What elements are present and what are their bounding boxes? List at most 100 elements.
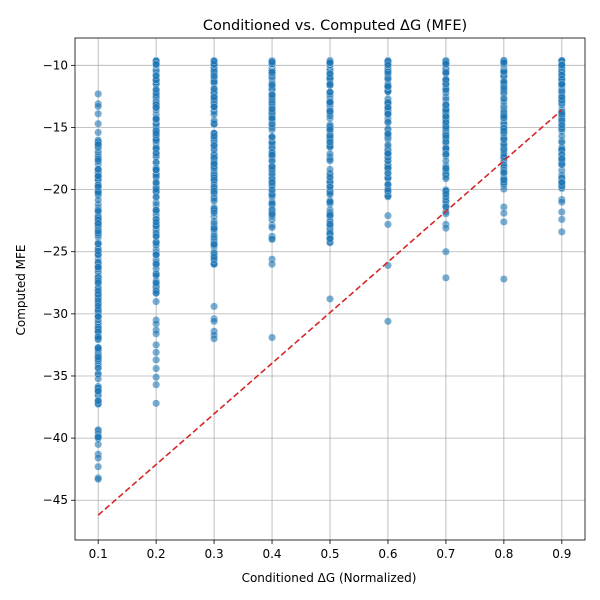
data-point: [326, 198, 334, 206]
data-point: [326, 125, 334, 134]
data-point: [152, 128, 161, 137]
data-point: [268, 68, 276, 77]
data-point: [94, 140, 103, 149]
data-point: [442, 273, 450, 282]
data-point: [442, 157, 450, 165]
data-point: [557, 61, 566, 70]
data-point: [210, 208, 218, 217]
data-point: [94, 102, 103, 111]
y-tick-label: −45: [43, 493, 68, 507]
data-point: [152, 251, 161, 259]
data-point: [94, 247, 103, 256]
reference-line: [97, 109, 563, 516]
data-point: [152, 184, 161, 193]
data-point: [94, 155, 103, 164]
data-point: [94, 333, 103, 342]
data-point: [499, 135, 508, 144]
data-point: [442, 131, 450, 140]
data-point: [94, 239, 103, 248]
data-point: [442, 247, 450, 256]
data-point: [499, 94, 508, 103]
data-point: [499, 218, 508, 226]
data-point: [442, 59, 450, 68]
data-point: [326, 88, 334, 97]
data-point: [152, 355, 161, 364]
data-point: [94, 343, 103, 352]
data-point: [384, 169, 392, 178]
data-point: [268, 210, 276, 218]
data-point: [210, 231, 218, 240]
data-point: [268, 105, 276, 114]
data-point: [152, 103, 161, 112]
data-point: [268, 333, 276, 342]
data-point: [557, 154, 566, 163]
x-tick-label: 0.3: [205, 547, 224, 561]
data-point: [210, 93, 218, 102]
y-tick-label: −10: [43, 58, 68, 72]
data-point: [210, 317, 218, 326]
y-tick-label: −40: [43, 431, 68, 445]
data-point: [94, 263, 103, 271]
data-point: [210, 84, 218, 93]
data-point: [94, 352, 103, 361]
data-point: [557, 132, 566, 140]
data-point: [94, 165, 103, 174]
data-point: [152, 380, 161, 389]
data-point: [210, 302, 218, 311]
data-point: [326, 149, 334, 158]
data-point: [94, 278, 103, 287]
data-point: [152, 60, 161, 69]
data-point: [557, 71, 566, 80]
data-point: [210, 197, 218, 206]
data-point: [557, 121, 566, 130]
data-point: [268, 132, 276, 141]
data-point: [94, 109, 103, 118]
data-point: [94, 90, 103, 98]
data-point: [384, 180, 392, 188]
data-point: [557, 178, 566, 187]
data-point: [94, 475, 103, 484]
data-point: [152, 206, 161, 214]
data-point: [326, 190, 334, 199]
data-point: [268, 162, 276, 171]
data-point: [499, 83, 508, 92]
data-point: [94, 128, 103, 137]
data-point: [326, 234, 334, 243]
data-point: [152, 348, 161, 357]
data-point: [326, 69, 334, 78]
data-point: [499, 149, 508, 158]
data-point: [152, 193, 161, 201]
data-point: [268, 91, 276, 99]
data-point: [442, 190, 450, 199]
x-axis-ticks: 0.1 0.2 0.3 0.4 0.5 0.6 0.7 0.8 0.9: [89, 540, 571, 561]
data-point: [384, 61, 392, 70]
data-point: [499, 168, 508, 177]
data-point: [442, 224, 450, 233]
data-point: [268, 185, 276, 194]
data-point: [384, 149, 392, 158]
x-tick-label: 0.6: [378, 547, 397, 561]
data-point: [499, 111, 508, 120]
data-point: [94, 219, 103, 228]
data-point: [384, 317, 392, 326]
data-point: [94, 440, 103, 449]
data-point: [152, 297, 161, 306]
data-point: [442, 101, 450, 110]
data-point: [326, 138, 334, 147]
data-point: [326, 58, 334, 67]
data-point: [152, 399, 161, 408]
data-point: [94, 302, 103, 311]
data-point: [152, 165, 161, 174]
data-point: [268, 234, 276, 243]
chart-title: Conditioned vs. Computed ΔG (MFE): [203, 18, 467, 34]
data-point: [268, 57, 276, 66]
data-point: [94, 454, 103, 462]
data-point: [94, 396, 103, 405]
data-point: [94, 462, 103, 471]
data-point: [268, 81, 276, 90]
y-tick-label: −30: [43, 307, 68, 321]
data-point: [499, 275, 508, 283]
data-point: [557, 198, 566, 206]
data-point: [210, 253, 218, 262]
